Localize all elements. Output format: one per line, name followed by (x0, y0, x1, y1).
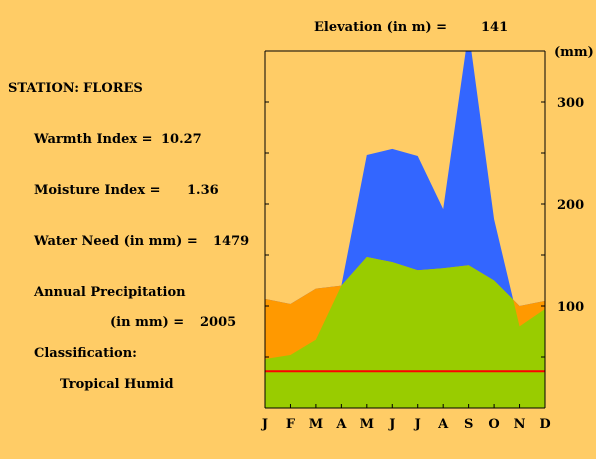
x-tick-label: S (464, 417, 473, 432)
y-tick-label: 200 (557, 198, 584, 213)
station-name: FLORES (83, 81, 143, 96)
moisture-index-value: 1.36 (187, 183, 219, 198)
x-tick-label: N (514, 417, 526, 432)
y-axis-label: (mm) (554, 45, 594, 60)
y-tick-label: 100 (557, 300, 584, 315)
water-need-label: Water Need (in mm) = (34, 234, 198, 249)
x-tick-label: D (539, 417, 550, 432)
x-tick-label: M (360, 417, 374, 432)
x-tick-label: F (286, 417, 296, 432)
water-need-value: 1479 (213, 234, 250, 249)
y-tick-label: 300 (557, 96, 584, 111)
x-tick-label: J (388, 417, 395, 432)
station-label: STATION: (8, 81, 80, 96)
elevation-value: 141 (481, 20, 509, 35)
x-tick-label: O (488, 417, 499, 432)
warmth-index-value: 10.27 (161, 132, 202, 147)
annual-precipitation-label: Annual Precipitation (34, 285, 186, 300)
water-balance-area (265, 257, 545, 408)
x-tick-label: A (437, 417, 449, 432)
x-tick-label: M (309, 417, 323, 432)
annual-precipitation-unit: (in mm) = (110, 315, 185, 330)
x-tick-label: J (261, 417, 268, 432)
moisture-index-label: Moisture Index = (34, 183, 161, 198)
classification-label: Classification: (34, 346, 137, 361)
warmth-index-label: Warmth Index = (34, 132, 153, 147)
x-tick-label: J (414, 417, 421, 432)
elevation-label: Elevation (in m) = (314, 20, 448, 35)
annual-precipitation-value: 2005 (200, 315, 237, 330)
x-tick-label: A (335, 417, 347, 432)
classification-value: Tropical Humid (60, 377, 174, 392)
